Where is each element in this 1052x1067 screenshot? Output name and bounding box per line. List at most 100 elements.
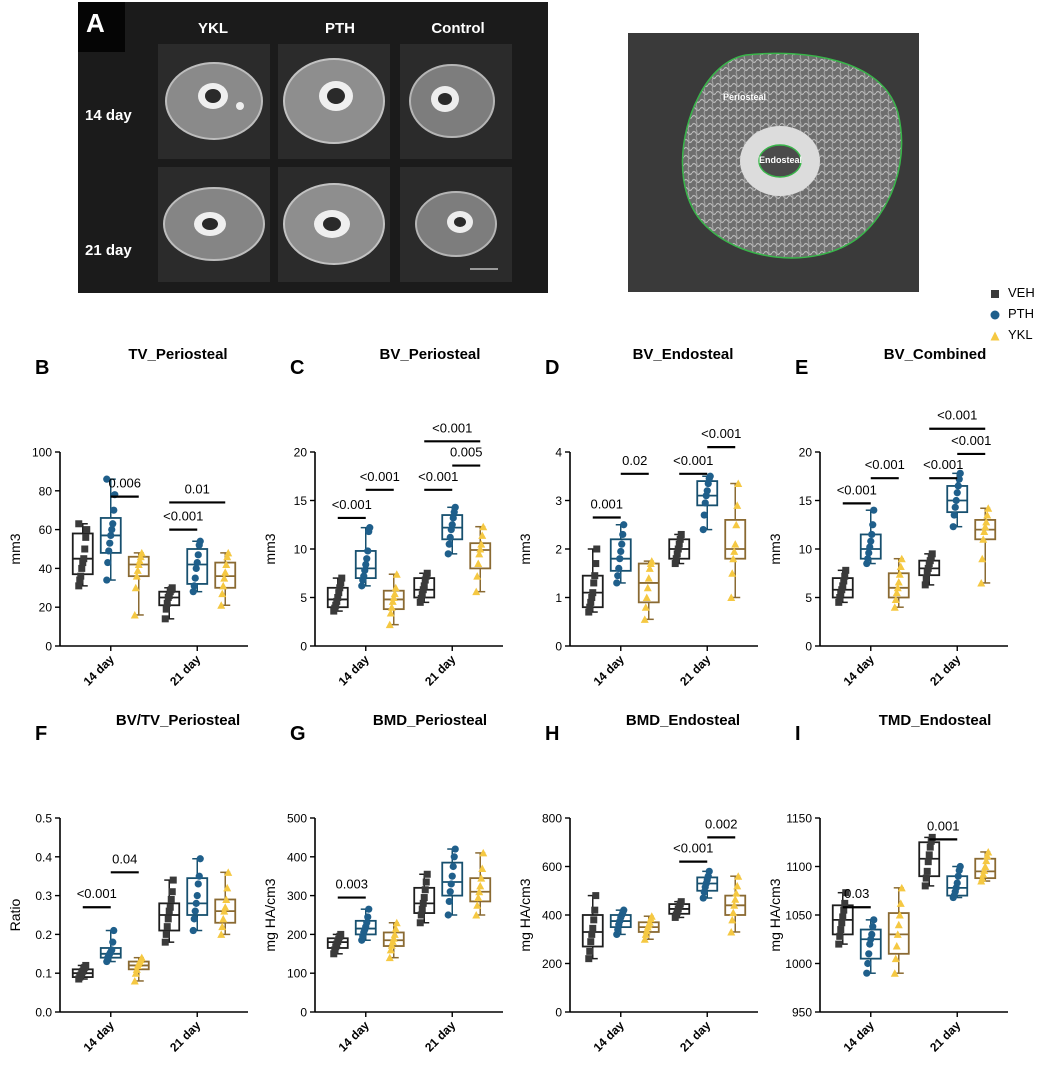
- ct-slice-pth-21: [278, 167, 390, 282]
- data-point: [590, 579, 598, 587]
- data-point: [161, 615, 169, 623]
- data-point: [391, 924, 400, 933]
- data-point: [192, 899, 200, 907]
- row-label-21-day: 21 day: [85, 242, 132, 259]
- data-point: [836, 594, 844, 601]
- chart-h: H BMD_Endosteal 0 200 400 600 800 mg HA/cm3 14 d…: [517, 712, 758, 1055]
- data-point: [620, 906, 628, 914]
- data-point: [196, 537, 204, 545]
- data-point: [478, 864, 487, 872]
- data-point: [189, 588, 197, 596]
- data-point: [894, 920, 903, 929]
- roi-label-periosteal: Periosteal: [723, 92, 767, 102]
- data-point: [700, 511, 708, 519]
- data-point: [131, 583, 140, 592]
- data-point: [928, 833, 936, 841]
- data-point: [223, 552, 232, 561]
- data-point: [131, 969, 140, 977]
- data-point: [80, 555, 88, 563]
- y-tick-label: 950: [792, 1006, 812, 1020]
- y-tick-label: 0.2: [35, 928, 52, 942]
- data-point: [891, 954, 900, 963]
- data-point: [168, 888, 176, 896]
- box-ykl: [214, 548, 237, 609]
- p-value-label: <0.001: [701, 426, 741, 441]
- column-label-pth: PTH: [325, 20, 355, 37]
- data-point: [194, 880, 202, 888]
- data-point: [617, 547, 625, 556]
- data-point: [418, 905, 426, 913]
- data-point: [449, 862, 457, 871]
- y-tick-label: 0: [300, 640, 307, 654]
- panel-a-image-grid: A YKL PTH Control 14 day 21 day: [78, 2, 548, 293]
- box-veh: [413, 870, 436, 927]
- data-point: [983, 851, 992, 860]
- ct-slice-pth-14: [278, 44, 390, 159]
- legend-marker-veh: [991, 290, 999, 298]
- data-point: [734, 479, 743, 488]
- data-point: [162, 930, 170, 938]
- data-point: [444, 911, 452, 919]
- data-point: [362, 560, 370, 569]
- chart-letter: G: [290, 723, 306, 745]
- y-tick-label: 0: [300, 1006, 307, 1020]
- data-point: [923, 867, 931, 875]
- data-point: [196, 855, 204, 863]
- data-point: [867, 537, 875, 545]
- data-point: [619, 530, 627, 539]
- p-value-label: <0.001: [865, 457, 905, 472]
- box-iqr: [158, 902, 181, 932]
- data-point: [363, 919, 371, 927]
- box-ykl: [637, 557, 660, 623]
- data-point: [194, 551, 202, 559]
- data-point: [592, 560, 600, 568]
- y-axis-label: mm3: [767, 533, 783, 564]
- data-point: [983, 511, 992, 519]
- data-point: [220, 907, 229, 915]
- data-point: [732, 889, 741, 897]
- box-pth: [609, 521, 632, 587]
- data-point: [445, 540, 453, 548]
- data-point: [728, 569, 737, 577]
- data-point: [390, 930, 399, 938]
- y-tick-label: 10: [799, 543, 813, 557]
- data-point: [82, 961, 90, 969]
- y-tick-label: 1150: [786, 812, 812, 826]
- data-point: [363, 555, 371, 563]
- data-point: [647, 557, 656, 565]
- y-tick-label: 15: [799, 494, 813, 508]
- data-point: [730, 547, 739, 555]
- data-point: [448, 521, 456, 529]
- y-tick-label: 80: [39, 484, 53, 498]
- data-point: [923, 568, 931, 576]
- data-point: [221, 903, 230, 911]
- data-point: [104, 558, 112, 567]
- data-point: [366, 524, 374, 532]
- y-tick-label: 500: [287, 812, 307, 826]
- data-point: [839, 582, 847, 590]
- data-point: [132, 572, 141, 580]
- data-point: [135, 556, 144, 565]
- data-point: [190, 915, 198, 923]
- data-point: [730, 901, 739, 909]
- x-tick-label: 21 day: [167, 1018, 204, 1055]
- box-pth: [946, 862, 969, 902]
- data-point: [613, 579, 621, 587]
- x-tick-label: 21 day: [927, 1018, 964, 1055]
- data-point: [83, 526, 91, 534]
- p-value-label: 0.003: [335, 877, 368, 892]
- data-point: [952, 496, 960, 505]
- y-tick-label: 800: [542, 812, 562, 826]
- box-veh: [918, 550, 941, 589]
- data-point: [835, 598, 843, 606]
- data-point: [729, 554, 738, 563]
- p-value-label: 0.001: [590, 496, 623, 511]
- data-point: [955, 475, 963, 483]
- box-ykl: [469, 848, 492, 919]
- box-pth: [186, 855, 209, 935]
- x-tick-label: 21 day: [422, 1018, 459, 1055]
- p-value-label: 0.005: [450, 445, 483, 460]
- data-point: [956, 862, 964, 871]
- data-point: [925, 851, 933, 859]
- y-tick-label: 400: [287, 850, 307, 864]
